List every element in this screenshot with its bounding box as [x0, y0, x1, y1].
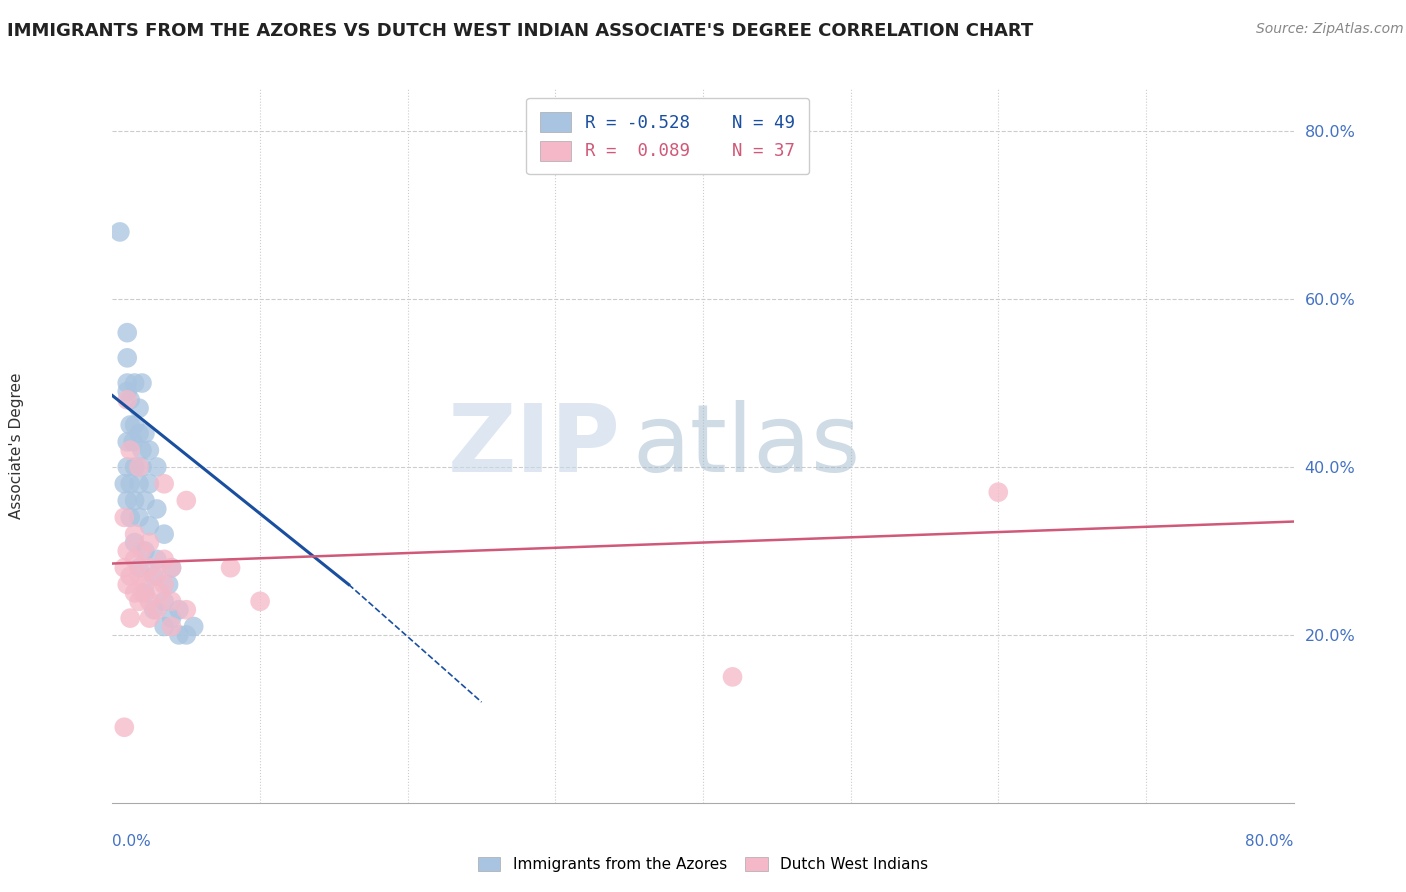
Point	[138, 560, 160, 574]
Point	[112, 720, 135, 734]
Point	[146, 569, 169, 583]
Point	[134, 586, 156, 600]
Point	[721, 670, 744, 684]
Point	[157, 577, 180, 591]
Point	[117, 376, 138, 390]
Text: Source: ZipAtlas.com: Source: ZipAtlas.com	[1256, 22, 1403, 37]
Legend: R = -0.528    N = 49, R =  0.089    N = 37: R = -0.528 N = 49, R = 0.089 N = 37	[526, 98, 808, 175]
Point	[124, 527, 146, 541]
Point	[160, 594, 183, 608]
Point	[117, 392, 138, 407]
Point	[131, 460, 153, 475]
Point	[134, 577, 156, 591]
Point	[117, 577, 138, 591]
Point	[174, 628, 197, 642]
Point	[131, 443, 153, 458]
Point	[134, 426, 156, 441]
Point	[108, 225, 131, 239]
Text: IMMIGRANTS FROM THE AZORES VS DUTCH WEST INDIAN ASSOCIATE'S DEGREE CORRELATION C: IMMIGRANTS FROM THE AZORES VS DUTCH WEST…	[7, 22, 1033, 40]
Point	[128, 569, 150, 583]
Point	[142, 603, 165, 617]
Point	[131, 586, 153, 600]
Point	[160, 619, 183, 633]
Point	[131, 376, 153, 390]
Point	[117, 384, 138, 399]
Point	[117, 351, 138, 365]
Text: atlas: atlas	[633, 400, 860, 492]
Point	[153, 527, 176, 541]
Point	[146, 552, 169, 566]
Point	[138, 535, 160, 549]
Point	[138, 476, 160, 491]
Text: 80.0%: 80.0%	[1246, 834, 1294, 849]
Point	[153, 476, 176, 491]
Point	[117, 460, 138, 475]
Point	[124, 493, 146, 508]
Point	[153, 619, 176, 633]
Point	[112, 510, 135, 524]
Point	[160, 611, 183, 625]
Point	[249, 594, 271, 608]
Text: Associate's Degree: Associate's Degree	[10, 373, 24, 519]
Point	[128, 560, 150, 574]
Point	[124, 586, 146, 600]
Point	[153, 552, 176, 566]
Point	[174, 493, 197, 508]
Point	[160, 560, 183, 574]
Point	[120, 611, 142, 625]
Point	[124, 376, 146, 390]
Point	[153, 577, 176, 591]
Point	[120, 569, 142, 583]
Point	[124, 460, 146, 475]
Point	[122, 434, 145, 449]
Point	[128, 426, 150, 441]
Point	[146, 502, 169, 516]
Point	[138, 443, 160, 458]
Point	[138, 611, 160, 625]
Point	[134, 544, 156, 558]
Text: ZIP: ZIP	[447, 400, 620, 492]
Point	[120, 392, 142, 407]
Point	[138, 518, 160, 533]
Point	[128, 594, 150, 608]
Point	[128, 460, 150, 475]
Point	[124, 552, 146, 566]
Point	[120, 443, 142, 458]
Point	[117, 326, 138, 340]
Point	[138, 594, 160, 608]
Point	[149, 586, 172, 600]
Point	[120, 510, 142, 524]
Point	[128, 476, 150, 491]
Point	[142, 569, 165, 583]
Point	[160, 560, 183, 574]
Point	[131, 544, 153, 558]
Point	[167, 628, 190, 642]
Point	[124, 417, 146, 432]
Point	[146, 460, 169, 475]
Point	[146, 603, 169, 617]
Text: 0.0%: 0.0%	[112, 834, 152, 849]
Point	[117, 434, 138, 449]
Legend: Immigrants from the Azores, Dutch West Indians: Immigrants from the Azores, Dutch West I…	[470, 849, 936, 880]
Point	[134, 493, 156, 508]
Point	[120, 417, 142, 432]
Point	[987, 485, 1010, 500]
Point	[174, 603, 197, 617]
Point	[153, 594, 176, 608]
Point	[117, 493, 138, 508]
Point	[112, 560, 135, 574]
Point	[120, 476, 142, 491]
Point	[128, 401, 150, 416]
Point	[128, 510, 150, 524]
Point	[124, 535, 146, 549]
Point	[219, 560, 242, 574]
Point	[167, 603, 190, 617]
Point	[112, 476, 135, 491]
Point	[117, 544, 138, 558]
Point	[183, 619, 205, 633]
